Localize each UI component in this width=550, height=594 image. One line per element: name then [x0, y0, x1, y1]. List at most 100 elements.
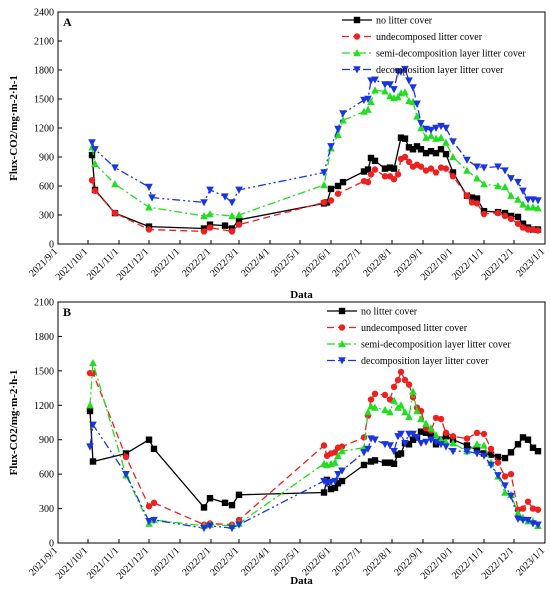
data-point	[524, 436, 532, 443]
x-axis-title: Data	[290, 289, 313, 301]
data-point	[334, 470, 342, 479]
data-point	[473, 200, 481, 207]
x-tick-label: 2022/1/1	[149, 246, 182, 279]
plot-frame	[57, 301, 546, 544]
series-line	[89, 362, 539, 527]
data-point	[206, 210, 214, 218]
x-tick-label: 2022/2/1	[180, 545, 213, 578]
data-point	[501, 212, 509, 220]
data-point	[507, 175, 515, 183]
data-point	[371, 436, 379, 444]
legend-marker	[353, 16, 361, 24]
data-point	[381, 165, 389, 172]
data-point	[449, 433, 457, 440]
y-axis-title: Flux-CO2/mg·m-2·h-1	[8, 370, 20, 476]
data-point	[111, 180, 119, 188]
data-point	[417, 415, 425, 423]
data-point	[473, 429, 481, 437]
data-point	[524, 226, 532, 233]
series-line	[91, 156, 539, 233]
data-point	[422, 438, 430, 447]
legend-label: no litter cover	[376, 16, 433, 27]
data-point	[427, 126, 435, 134]
legend-marker	[338, 357, 346, 365]
data-point	[449, 138, 457, 146]
data-point	[432, 414, 440, 422]
data-point	[334, 125, 342, 133]
data-point	[463, 442, 471, 449]
data-point	[494, 209, 502, 217]
data-point	[390, 460, 398, 468]
data-point	[338, 443, 346, 450]
data-point	[519, 224, 527, 231]
data-point	[405, 77, 413, 85]
x-tick-label: 2021/12/1	[115, 246, 151, 282]
y-tick-label: 900	[39, 435, 54, 446]
legend-label: decomposition layer litter cover	[361, 356, 489, 367]
data-point	[386, 164, 394, 171]
data-point	[417, 428, 425, 435]
data-point	[519, 200, 527, 208]
data-point	[409, 430, 417, 438]
legend-marker	[353, 33, 361, 40]
data-point	[338, 447, 346, 455]
data-point	[519, 187, 527, 195]
data-point	[480, 452, 488, 460]
data-point	[519, 220, 527, 227]
data-point	[334, 182, 342, 190]
data-point	[501, 182, 509, 191]
data-point	[534, 197, 542, 205]
data-point	[91, 159, 99, 167]
data-point	[381, 81, 389, 89]
y-tick-label: 1200	[34, 124, 54, 135]
data-point	[529, 505, 537, 512]
legend-label: semi-decomposition layer litter cover	[361, 340, 511, 351]
data-point	[501, 167, 509, 175]
legend-marker	[338, 340, 346, 348]
x-tick-label: 2022/6/1	[300, 545, 333, 578]
data-point	[360, 449, 368, 457]
data-point	[437, 146, 445, 153]
data-point	[206, 522, 214, 530]
data-point	[86, 407, 94, 415]
data-point	[331, 484, 339, 492]
data-point	[519, 505, 527, 512]
data-point	[235, 491, 243, 498]
data-point	[360, 434, 368, 441]
data-point	[401, 153, 409, 161]
y-tick-label: 300	[39, 504, 54, 515]
data-point	[221, 499, 229, 507]
data-point	[480, 441, 488, 449]
x-tick-label: 2022/5/1	[269, 545, 302, 578]
data-point	[529, 226, 537, 233]
data-point	[371, 166, 379, 173]
data-point	[89, 421, 97, 429]
data-point	[442, 433, 450, 440]
data-point	[409, 436, 417, 443]
data-point	[200, 524, 208, 533]
data-point	[480, 430, 488, 438]
x-tick-label: 2022/8/1	[361, 246, 394, 279]
data-point	[235, 521, 243, 529]
data-point	[235, 211, 243, 219]
data-point	[432, 438, 440, 447]
panel-label: A	[63, 15, 72, 29]
data-point	[221, 222, 229, 229]
data-point	[339, 178, 347, 186]
data-point	[413, 112, 421, 120]
data-point	[534, 227, 542, 234]
data-point	[397, 134, 405, 141]
data-point	[480, 210, 488, 218]
data-point	[514, 441, 522, 448]
data-point	[88, 151, 96, 159]
data-point	[413, 100, 421, 108]
data-point	[422, 167, 430, 174]
data-point	[228, 211, 236, 220]
data-point	[507, 449, 515, 456]
x-tick-label: 2022/6/1	[300, 246, 333, 279]
x-tick-label: 2022/5/1	[269, 246, 302, 279]
data-point	[449, 447, 457, 456]
data-point	[524, 203, 532, 211]
data-point	[397, 368, 405, 376]
data-point	[386, 81, 394, 89]
